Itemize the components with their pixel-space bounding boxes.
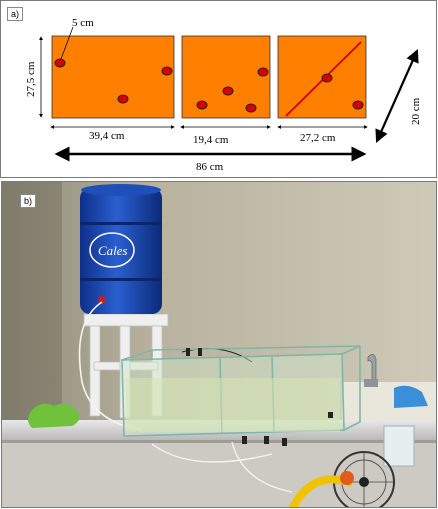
plate-1-hole-1: [54, 58, 66, 68]
plate-2-hole-1: [257, 67, 269, 77]
panel-b-label: b): [20, 194, 37, 208]
tube-3: [151, 443, 273, 463]
tank-water: [126, 378, 340, 432]
dim-width-2-label: 19,4 cm: [193, 134, 229, 146]
glass-beaker: [383, 425, 415, 467]
dim-width-3-label: 27,2 cm: [300, 132, 336, 144]
dim-total-label: 86 cm: [196, 161, 224, 173]
counter-front: [2, 440, 436, 507]
panel-a-diagram: a): [0, 0, 437, 178]
blue-water-tank: Cales: [80, 184, 162, 314]
plate-2-hole-2: [222, 86, 234, 96]
plate-2: [181, 35, 271, 119]
plate-3-hole-2: [352, 100, 364, 110]
tube-4: [231, 441, 293, 493]
plate-1-hole-3: [117, 94, 129, 104]
tube-1: [78, 301, 143, 431]
green-cloth: [28, 403, 80, 428]
dim-depth-arrow: [375, 48, 419, 144]
dimension-diagram: 5 cm 27,5 cm 39,4 cm 19,4 cm 27,2 cm 86 …: [25, 17, 422, 173]
plate-1: [51, 35, 175, 119]
panel-a-label: a): [7, 7, 24, 21]
dim-width-1-label: 39,4 cm: [89, 130, 125, 142]
tank-fittings: [186, 348, 333, 446]
wall-shadow-left: [2, 182, 62, 422]
dim-hole-label: 5 cm: [72, 17, 94, 29]
panel-b-photo: Cales: [1, 181, 437, 508]
dim-height-label: 27,5 cm: [25, 61, 37, 97]
dim-depth-label: 20 cm: [410, 97, 422, 125]
experimental-setup-photo: Cales: [2, 182, 436, 507]
plate-3-hole-1: [321, 73, 333, 83]
hole-leader-line: [60, 26, 74, 60]
plate-1-hole-2: [161, 66, 173, 76]
plate-2-hole-3: [196, 100, 208, 110]
plate-2-hole-4: [245, 103, 257, 113]
blue-bag: [394, 385, 428, 408]
tank-valve-icon: [98, 296, 106, 304]
tank-brand-text: Cales: [98, 243, 128, 258]
